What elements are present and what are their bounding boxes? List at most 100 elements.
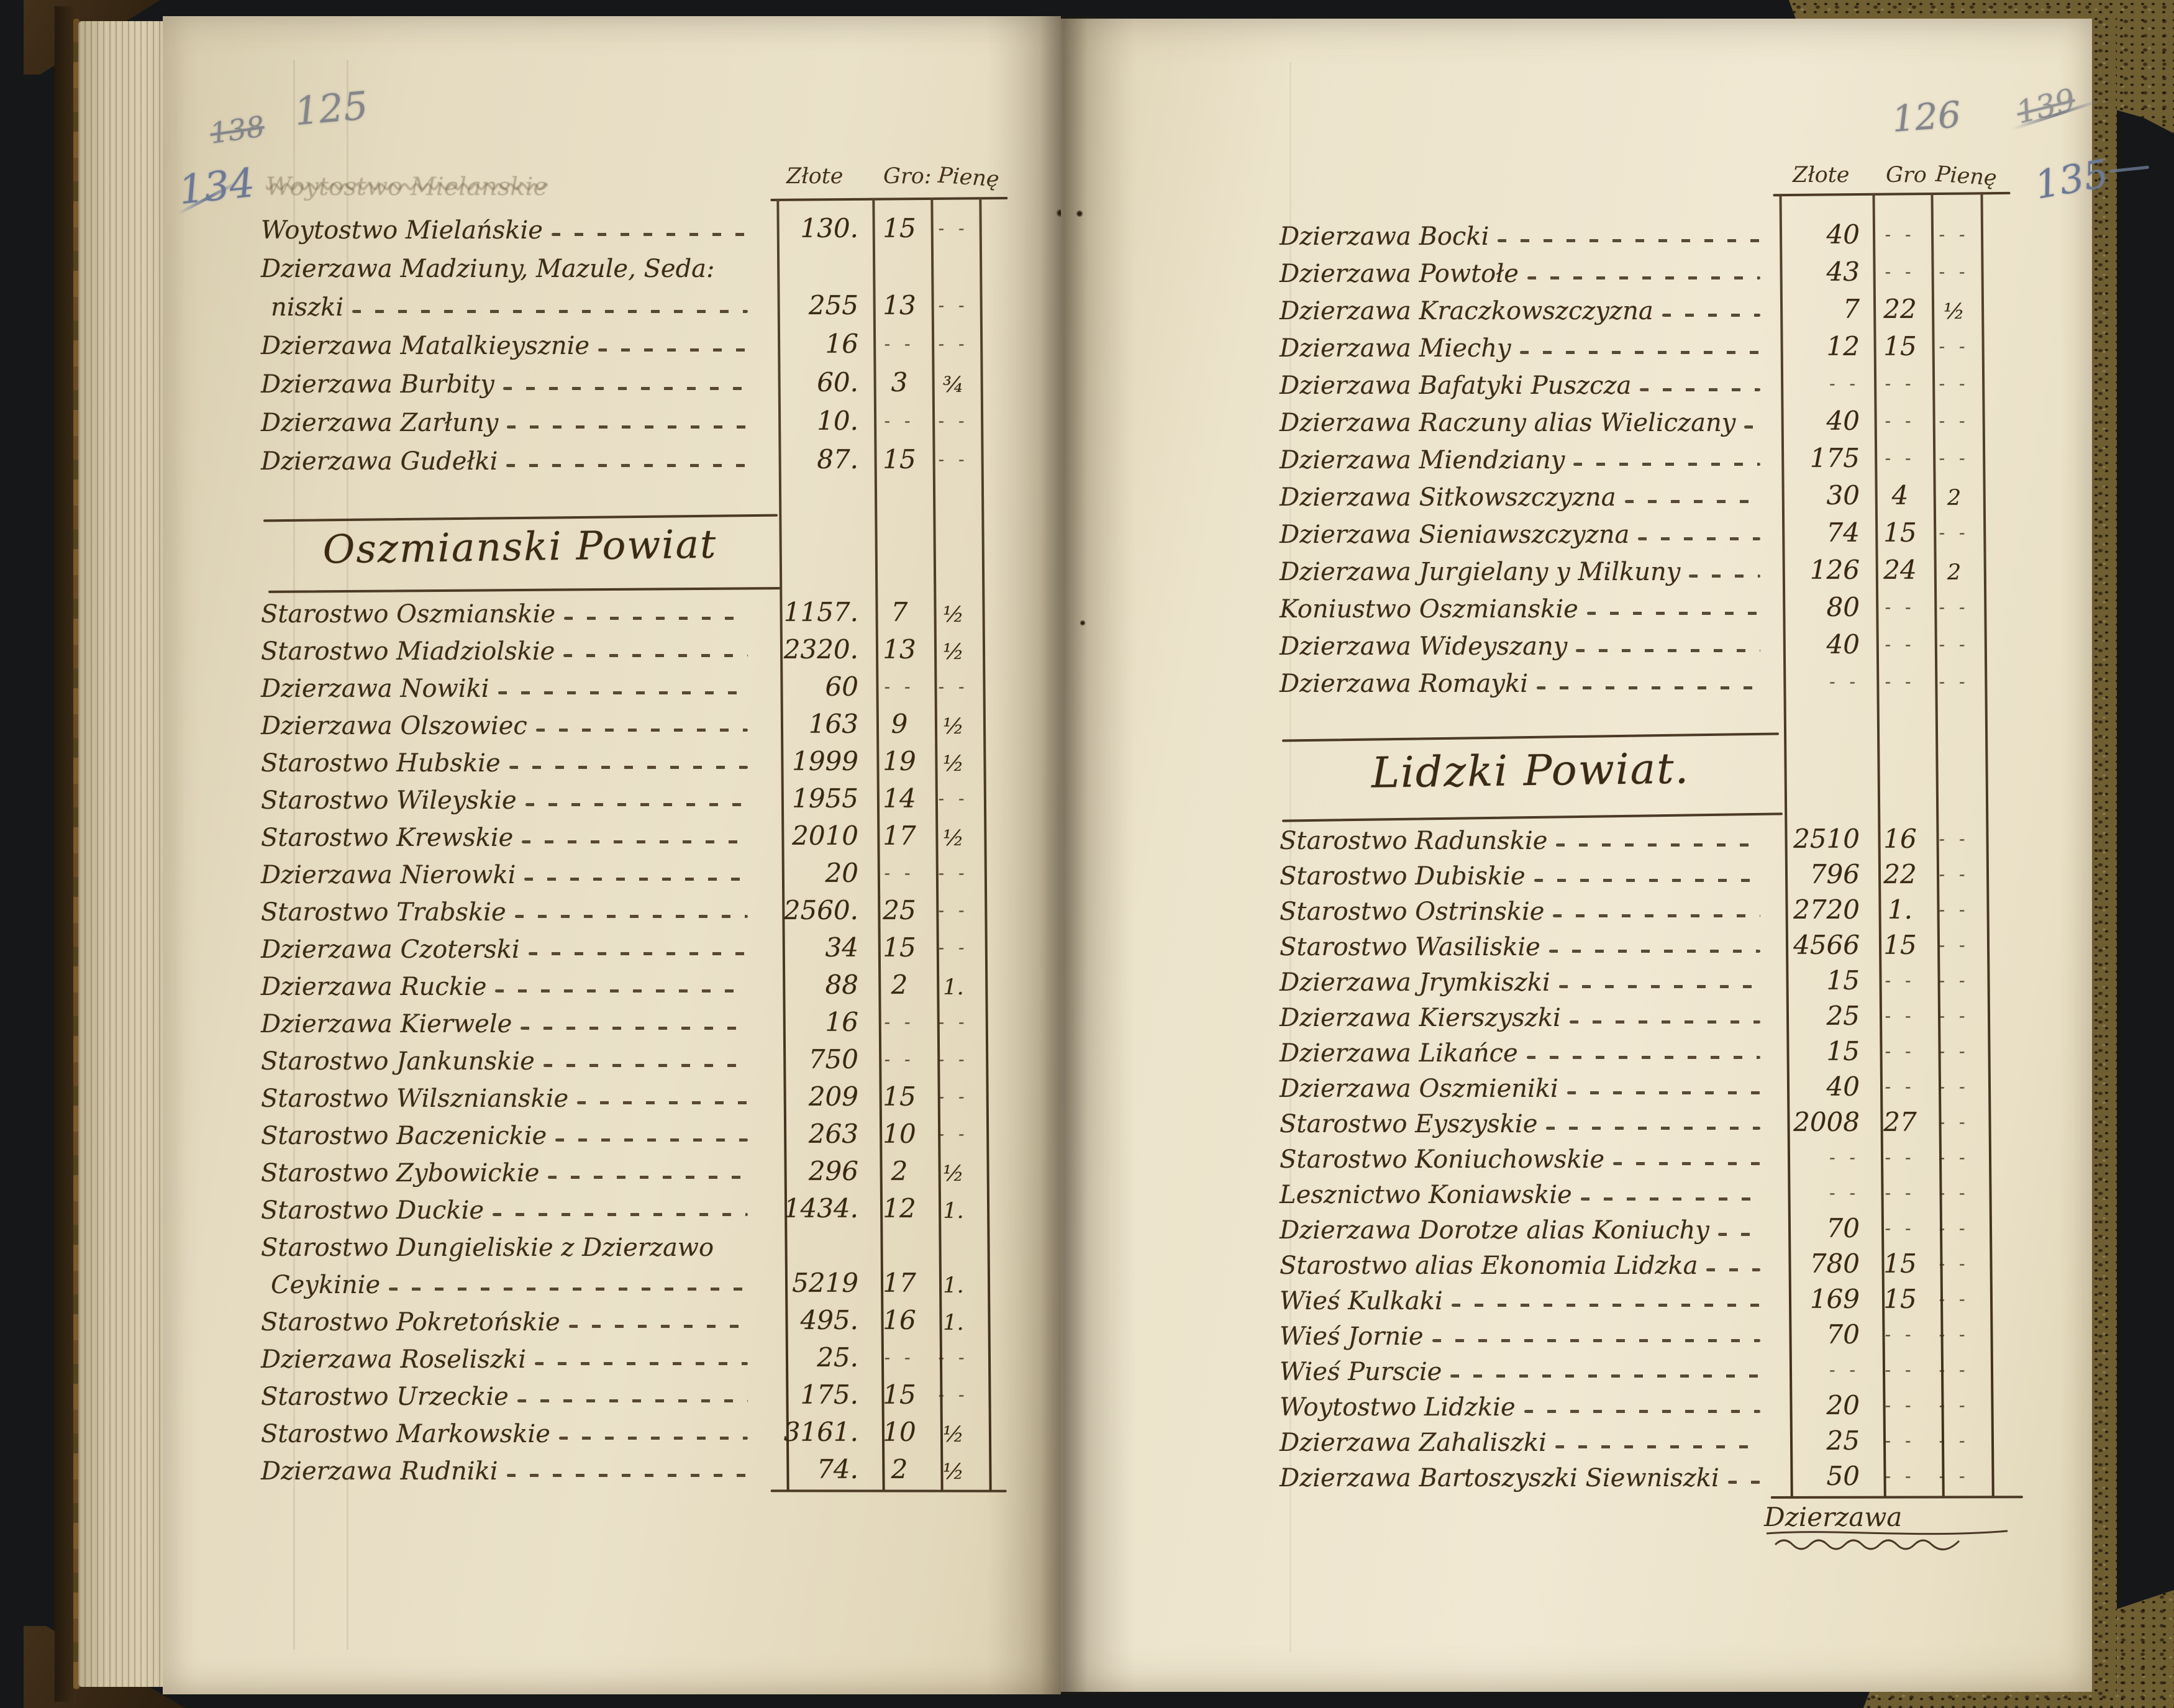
ledger-row: Starostwo Trabskie 2560. 25 - - [261,891,978,928]
grosze-value: - - [1885,634,1916,655]
zlote-value: - - [1829,1183,1860,1203]
dash-leader [1450,1374,1760,1378]
estate-name: Dzierzawa Oszmieniki [1280,1074,1558,1103]
grosze-value: 2 [891,970,908,1000]
pieniadze-value: - - [1939,1466,1970,1486]
zlote-value: 16 [825,1007,858,1037]
ledger-row: Dzierzawa Kierwele 16 - - - - [261,1002,978,1040]
grosze-value: - - [884,676,915,697]
ledger-row: Dzierzawa Kierszyszki 25 - - - - [1280,998,1979,1033]
dash-leader [555,1138,748,1142]
pieniadze-value: - - [938,788,969,809]
ledger-row: Koniustwo Oszmianskie 80 - - - - [1280,588,1979,625]
grosze-value: 19 [883,746,916,776]
estate-name: Starostwo Zybowickie [261,1159,540,1188]
ledger-row: Starostwo Wilsznianskie 209 15 - - [261,1077,978,1114]
pieniadze-value: 2 [1947,560,1962,585]
zlote-value: 209 [808,1081,858,1112]
pieniadze-value: - - [1939,448,1970,468]
zlote-value: 263 [808,1119,858,1149]
estate-name: Dzierzawa Rudniki [261,1457,498,1486]
dash-leader [495,989,748,993]
pieniadze-value: - - [938,295,969,316]
ledger-row: Starostwo Hubskie 1999 19 ½ [261,742,978,779]
pieniadze-value: ½ [943,640,964,665]
pieniadze-value: - - [1939,864,1970,884]
grosze-value: - - [1885,1076,1916,1097]
pieniadze-value: - - [938,334,969,354]
grosze-value: - - [1885,411,1916,431]
grosze-value: 10 [883,1119,916,1149]
table-rule-top [1773,191,2011,197]
ledger-row: Dzierzawa Madziuny, Mazule, Seda: [261,246,978,284]
zlote-value: 25. [817,1342,858,1373]
dash-leader [506,1474,748,1477]
zlote-value: 87. [817,444,858,475]
zlote-value: 175 [1809,443,1860,473]
ledger-row: Starostwo Jankunskie 750 - - - - [261,1040,978,1077]
zlote-value: 163 [808,709,858,739]
ledger-row: Wieś Jornie 70 - - - - [1280,1317,1979,1352]
estate-name: Starostwo Ostrinskie [1280,897,1545,926]
grosze-value: - - [884,1012,915,1032]
zlote-value: - - [1829,671,1860,692]
pieniadze-value: - - [938,900,969,920]
dash-leader [1717,1233,1760,1236]
ledger-row: Dzierzawa Bafatyki Puszcza - - - - - - [1280,364,1979,401]
zlote-value: 25 [1826,1425,1860,1456]
estate-name: Dzierzawa Wideyszany [1280,632,1568,661]
ledger-row: Starostwo Baczenickie 263 10 - - [261,1114,978,1152]
dash-leader [498,691,748,694]
ghost-header-line: Woytostwo Mielanskie [266,173,548,201]
grosze-value: - - [1885,373,1916,394]
dash-leader [1549,950,1760,953]
zlote-value: 43 [1826,257,1860,287]
ledger-row: Starostwo Pokretońskie 495. 16 1. [261,1301,978,1338]
pieniadze-value: - - [938,449,969,470]
grosze-value: 22 [1883,859,1917,889]
dash-leader [1573,463,1760,466]
ledger-row: niszki 255 13 - - [261,284,978,323]
dash-leader [1662,314,1760,317]
ink-blot [1076,210,1083,217]
estate-name: Dzierzawa Kraczkowszczyzna [1280,297,1653,325]
pieniadze-value: - - [1939,1395,1970,1415]
dash-leader [1689,575,1760,578]
estate-name: Starostwo Oszmianskie [261,600,556,629]
grosze-value: 22 [1883,294,1917,324]
dash-leader [352,310,748,313]
zlote-value: 74 [1826,517,1860,548]
dash-leader [524,878,748,881]
dash-leader [568,1325,748,1328]
pieniadze-value: - - [1939,1324,1970,1345]
estate-name: Dzierzawa Jrymkiszki [1280,968,1550,997]
estate-name: Dzierzawa Jurgielany y Milkuny [1280,558,1681,586]
zlote-value: 3161. [783,1417,858,1447]
dash-leader [535,729,748,732]
marbled-cover-strip-right [2091,15,2117,1696]
grosze-value: 15 [883,213,916,243]
pieniadze-value: - - [1939,1112,1970,1132]
zlote-value: 1955 [792,783,858,814]
dash-leader [563,654,748,657]
grosze-value: 15 [1883,1284,1917,1314]
zlote-value: 60 [825,671,858,702]
ledger-row: Starostwo Radunskie 2510 16 - - [1280,821,1979,856]
estate-name: Dzierzawa Zahaliszki [1280,1429,1547,1457]
grosze-value: 16 [883,1305,916,1335]
estate-name: Starostwo Trabskie [261,898,506,927]
estate-name: Dzierzawa Likańce [1280,1039,1518,1068]
grosze-value: - - [1885,1147,1916,1168]
estate-name: Starostwo Wilsznianskie [261,1084,569,1113]
pieniadze-value: - - [938,937,969,958]
ledger-row: Starostwo Wileyskie 1955 14 - - [261,779,978,816]
dash-leader [389,1288,748,1291]
estate-name: Starostwo Koniuchowskie [1280,1145,1605,1174]
ledger-row: Dzierzawa Burbity 60. 3 ¾ [261,361,978,400]
pieniadze-value: - - [1939,1430,1970,1451]
pieniadze-value: - - [1939,634,1970,655]
rowgroup-oszmianski: Starostwo Oszmianskie 1157. 7 ½ Starostw… [261,593,978,1487]
grosze-value: - - [1885,1360,1916,1380]
pieniadze-value: - - [1939,1253,1970,1274]
pieniadze-value: - - [938,676,969,697]
